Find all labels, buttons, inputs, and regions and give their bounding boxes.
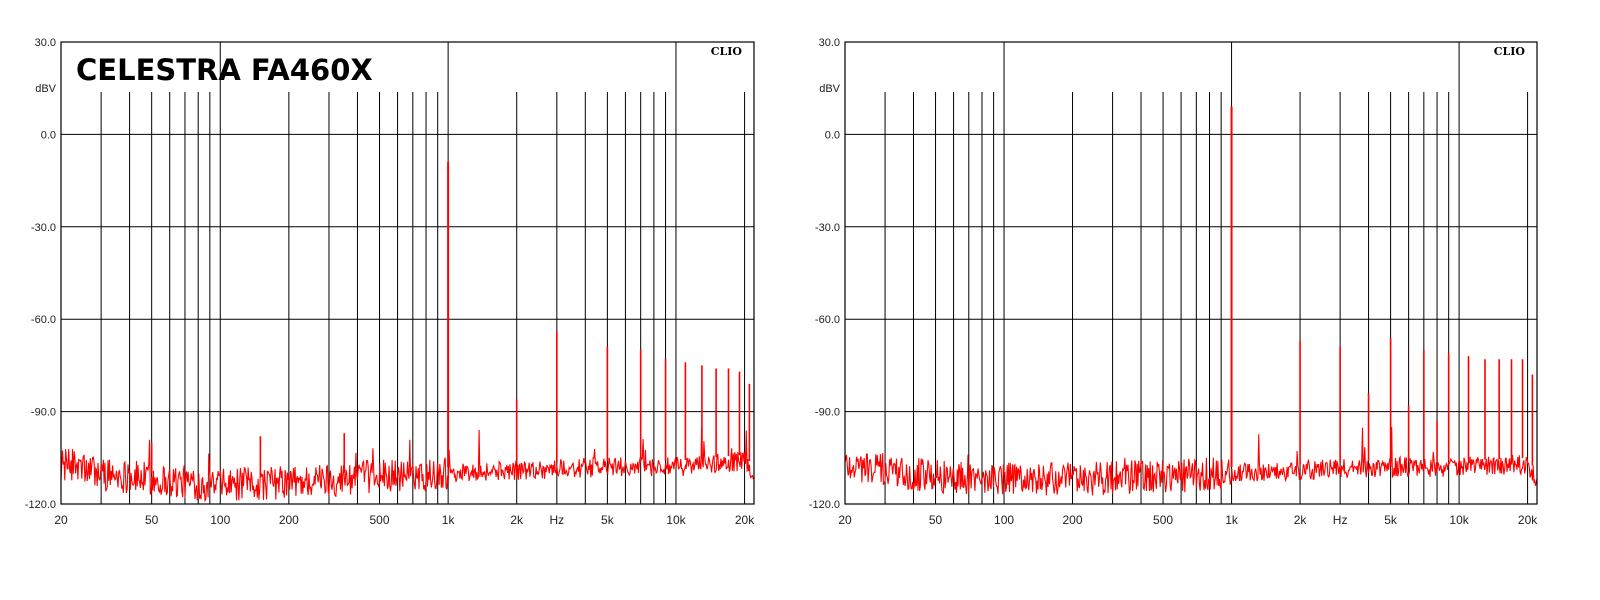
x-tick-label: 5k [601, 513, 615, 527]
x-tick-label: 500 [370, 513, 390, 527]
clio-logo: CLIO [711, 45, 743, 58]
x-tick-label: 2k [510, 513, 524, 527]
noise-floor-trace [60, 426, 755, 503]
x-tick-label: 200 [1063, 513, 1083, 527]
x-tick-label: 100 [210, 513, 230, 527]
y-tick-label: -30.0 [815, 222, 840, 234]
plot-area [845, 42, 1537, 504]
y-tick-label: -120.0 [25, 499, 56, 511]
x-tick-label: 1k [1225, 513, 1239, 527]
x-tick-label: 2k [1294, 513, 1308, 527]
y-tick-label: -60.0 [815, 314, 840, 326]
chart-title: CELESTRA FA460X [76, 53, 373, 87]
y-tick-label: -60.0 [31, 314, 56, 326]
spectrum-chart-right: 30.0 0.0 -30.0 -60.0 -90.0 -120.0 dBV 20 50 100 20… [809, 37, 1538, 527]
plot-frame [844, 41, 1538, 505]
plot-frame [60, 41, 755, 505]
y-tick-label: -120.0 [809, 499, 840, 511]
plot-area [61, 42, 754, 504]
x-tick-label: 500 [1153, 513, 1173, 527]
clio-logo: CLIO [1494, 45, 1526, 58]
x-axis-unit: Hz [1333, 513, 1348, 527]
x-axis-unit: Hz [549, 513, 564, 527]
x-tick-label: 100 [994, 513, 1014, 527]
y-tick-label: 0.0 [825, 129, 840, 141]
y-axis-unit: dBV [35, 83, 56, 95]
y-tick-label: -90.0 [31, 407, 56, 419]
x-tick-label: 20k [1518, 513, 1538, 527]
x-tick-label: 20 [838, 513, 852, 527]
spectrum-chart-left: 30.0 0.0 -30.0 -60.0 -90.0 -120.0 dBV 20 50 100 20… [25, 37, 755, 527]
x-tick-label: 10k [1449, 513, 1469, 527]
x-tick-label: 20 [54, 513, 68, 527]
x-tick-label: 5k [1384, 513, 1398, 527]
x-tick-label: 20k [735, 513, 755, 527]
x-tick-label: 10k [666, 513, 686, 527]
x-tick-label: 1k [442, 513, 456, 527]
x-tick-label: 50 [145, 513, 159, 527]
y-axis-unit: dBV [819, 83, 840, 95]
y-tick-label: -30.0 [31, 222, 56, 234]
x-tick-label: 200 [279, 513, 299, 527]
x-tick-label: 50 [929, 513, 943, 527]
noise-floor-trace [844, 426, 1538, 496]
y-tick-label: 30.0 [35, 37, 56, 49]
y-tick-label: 0.0 [41, 129, 56, 141]
y-tick-label: -90.0 [815, 407, 840, 419]
y-tick-label: 30.0 [819, 37, 840, 49]
